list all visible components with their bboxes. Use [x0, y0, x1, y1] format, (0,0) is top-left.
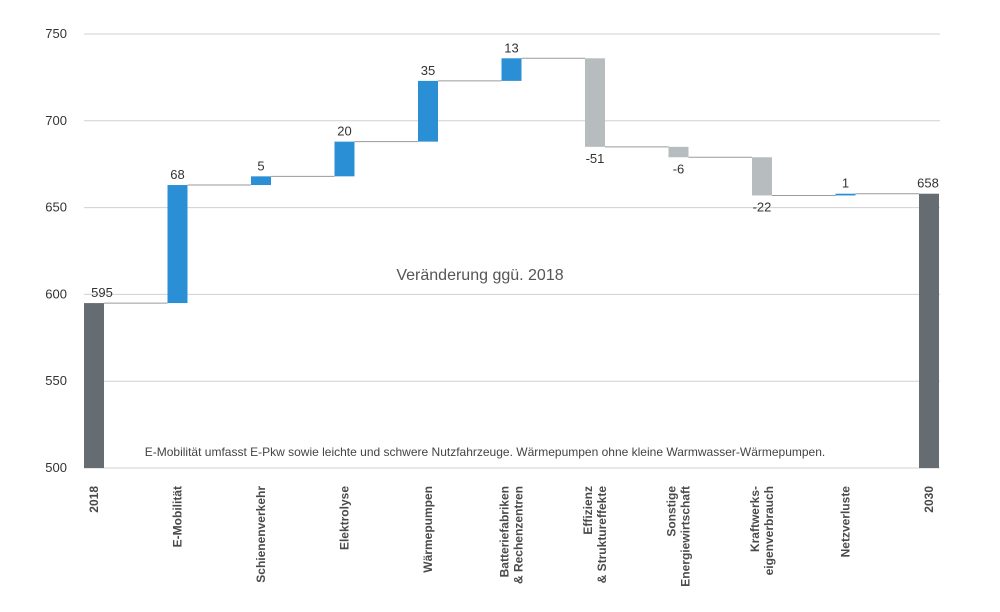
- category-label-group: 2018: [87, 486, 101, 513]
- category-label-group: Batteriefabriken & Rechenzentren: [498, 486, 526, 584]
- category-label: 2030: [922, 486, 936, 513]
- category-label: Effizienz: [581, 486, 595, 535]
- category-labels: 2018 E-Mobilität Schienenverkehr Elektrolys…: [87, 486, 936, 587]
- bar: [418, 80, 438, 142]
- category-label-group: Effizienz & Struktureffekte: [581, 486, 609, 584]
- value-label: 35: [421, 63, 435, 78]
- category-label: Kraftwerks-: [748, 486, 762, 552]
- y-tick-label: 750: [45, 26, 67, 41]
- category-label: Sonstige: [665, 486, 679, 537]
- value-label: 5: [257, 158, 264, 173]
- value-label: -6: [673, 161, 685, 176]
- category-label-group: E-Mobilität: [171, 486, 185, 547]
- connector-lines: [104, 57, 919, 304]
- bar: [668, 146, 689, 158]
- category-label: Wärmepumpen: [421, 486, 435, 573]
- category-label: Energiewirtschaft: [679, 486, 693, 587]
- category-label-group: 2030: [922, 486, 936, 513]
- category-label: Elektrolyse: [338, 486, 352, 550]
- category-label-group: Elektrolyse: [338, 486, 352, 550]
- bar: [334, 141, 355, 177]
- bar: [919, 193, 939, 468]
- category-label: 2018: [87, 486, 101, 513]
- y-tick-label: 500: [45, 460, 67, 475]
- grid-lines: [84, 33, 940, 469]
- value-label: 13: [504, 40, 518, 55]
- category-label: eigenverbrauch: [762, 486, 776, 575]
- category-label-group: Netzverluste: [839, 486, 853, 558]
- value-label: 595: [91, 285, 113, 300]
- bars: [84, 58, 939, 468]
- y-tick-label: 650: [45, 200, 67, 215]
- bar: [167, 185, 188, 304]
- y-axis-ticks: 500 550 600 650 700 750: [45, 26, 67, 475]
- category-label: & Struktureffekte: [595, 486, 609, 584]
- category-label-group: Sonstige Energiewirtschaft: [665, 486, 693, 587]
- value-label: 658: [917, 176, 939, 191]
- bar: [835, 193, 856, 196]
- category-label-group: Wärmepumpen: [421, 486, 435, 573]
- category-label: E-Mobilität: [171, 486, 185, 547]
- value-label: 20: [337, 124, 351, 139]
- bar: [251, 176, 271, 186]
- center-annotation: Veränderung ggü. 2018: [396, 267, 563, 284]
- category-label-group: Schienenverkehr: [254, 486, 268, 583]
- y-tick-label: 550: [45, 373, 67, 388]
- category-label: Schienenverkehr: [254, 486, 268, 583]
- value-label: -22: [753, 199, 772, 214]
- value-labels: 595 68 5 20 35 13 -51 -6 -22 1 658: [91, 40, 939, 300]
- category-label: Batteriefabriken: [498, 486, 512, 577]
- bar: [501, 58, 522, 81]
- bar: [84, 303, 104, 468]
- category-label-group: Kraftwerks-eigenverbrauch: [748, 486, 776, 575]
- category-label: & Rechenzentren: [512, 486, 526, 584]
- value-label: 1: [842, 176, 849, 191]
- category-label: Netzverluste: [839, 486, 853, 558]
- footnote: E-Mobilität umfasst E-Pkw sowie leichte …: [145, 445, 826, 459]
- y-tick-label: 700: [45, 113, 67, 128]
- value-label: 68: [170, 167, 184, 182]
- value-label: -51: [586, 151, 605, 166]
- bar: [752, 157, 772, 196]
- bar: [585, 58, 605, 147]
- y-tick-label: 600: [45, 286, 67, 301]
